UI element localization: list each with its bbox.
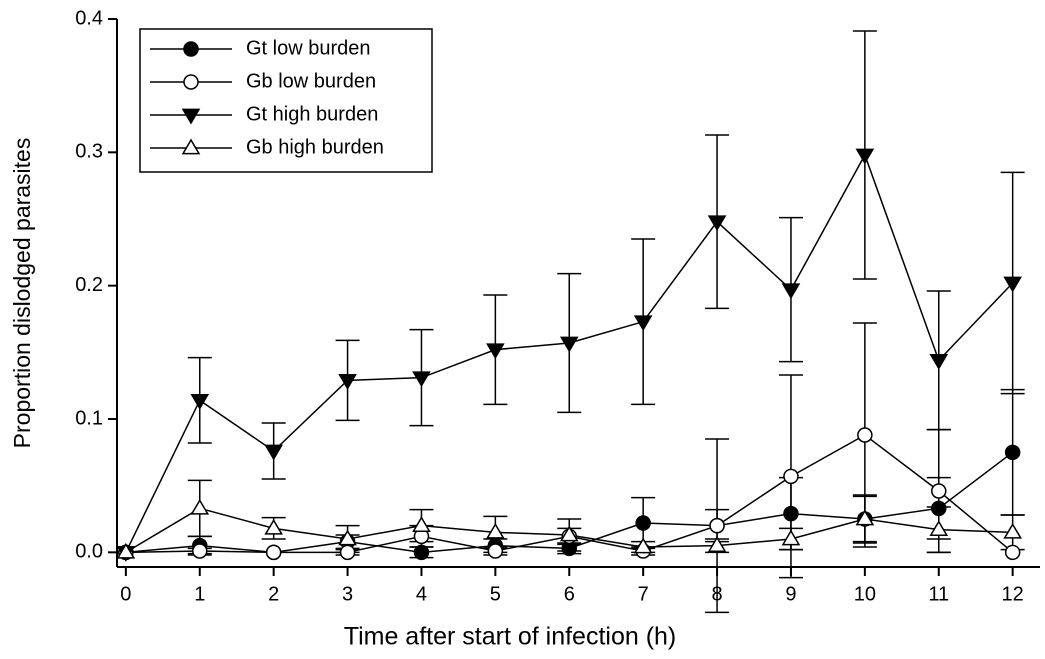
legend-label: Gt high burden bbox=[246, 103, 378, 125]
marker bbox=[633, 315, 653, 332]
marker bbox=[338, 529, 357, 546]
marker bbox=[781, 529, 801, 546]
marker bbox=[783, 505, 799, 522]
marker bbox=[929, 520, 949, 537]
marker bbox=[116, 542, 136, 559]
marker bbox=[190, 498, 210, 515]
marker bbox=[1003, 522, 1022, 539]
marker bbox=[1004, 544, 1021, 561]
marker bbox=[190, 393, 210, 410]
marker bbox=[559, 525, 579, 542]
marker bbox=[707, 536, 727, 553]
marker bbox=[412, 516, 431, 533]
marker bbox=[709, 517, 725, 534]
marker bbox=[931, 483, 947, 499]
marker bbox=[412, 371, 431, 388]
marker bbox=[181, 138, 201, 155]
marker bbox=[635, 515, 651, 531]
marker bbox=[413, 544, 430, 561]
marker bbox=[183, 41, 199, 57]
y-tick-label: 0.4 bbox=[75, 7, 103, 29]
marker bbox=[183, 74, 199, 90]
marker bbox=[855, 148, 875, 165]
marker bbox=[339, 544, 356, 561]
x-tick-label: 12 bbox=[1002, 583, 1024, 605]
marker bbox=[487, 543, 504, 559]
x-tick-label: 11 bbox=[928, 583, 949, 605]
x-tick-label: 7 bbox=[638, 583, 649, 605]
marker bbox=[265, 544, 282, 561]
marker bbox=[264, 518, 283, 535]
x-tick-label: 10 bbox=[854, 583, 876, 605]
x-tick-label: 2 bbox=[268, 583, 279, 605]
marker bbox=[192, 543, 208, 559]
y-tick-label: 0.1 bbox=[75, 407, 103, 429]
marker bbox=[559, 336, 579, 353]
legend-label: Gt low burden bbox=[246, 37, 371, 59]
y-axis-label: Proportion dislodged parasites bbox=[9, 138, 35, 449]
legend-label: Gb low burden bbox=[246, 70, 376, 92]
marker bbox=[633, 537, 653, 554]
marker bbox=[181, 108, 201, 125]
marker bbox=[931, 500, 947, 517]
legend-label: Gb high burden bbox=[246, 136, 384, 158]
marker bbox=[264, 444, 283, 461]
marker bbox=[855, 509, 875, 526]
x-tick-label: 6 bbox=[564, 583, 575, 605]
x-axis-label: Time after start of infection (h) bbox=[344, 623, 677, 651]
marker bbox=[486, 343, 505, 360]
marker bbox=[486, 522, 505, 539]
marker bbox=[783, 468, 799, 485]
y-tick-label: 0.0 bbox=[75, 541, 103, 563]
x-tick-label: 1 bbox=[194, 583, 205, 605]
x-tick-label: 9 bbox=[785, 583, 796, 605]
marker bbox=[781, 283, 801, 300]
marker bbox=[707, 215, 727, 232]
y-tick-label: 0.3 bbox=[75, 141, 103, 163]
marker bbox=[1003, 276, 1022, 293]
x-tick-label: 0 bbox=[120, 583, 131, 605]
marker bbox=[338, 373, 357, 390]
marker bbox=[929, 353, 949, 370]
y-tick-label: 0.2 bbox=[75, 274, 103, 296]
x-tick-label: 4 bbox=[416, 583, 427, 605]
marker bbox=[1004, 444, 1021, 461]
marker bbox=[857, 427, 873, 443]
x-tick-label: 3 bbox=[342, 583, 353, 605]
x-tick-label: 5 bbox=[490, 583, 501, 605]
